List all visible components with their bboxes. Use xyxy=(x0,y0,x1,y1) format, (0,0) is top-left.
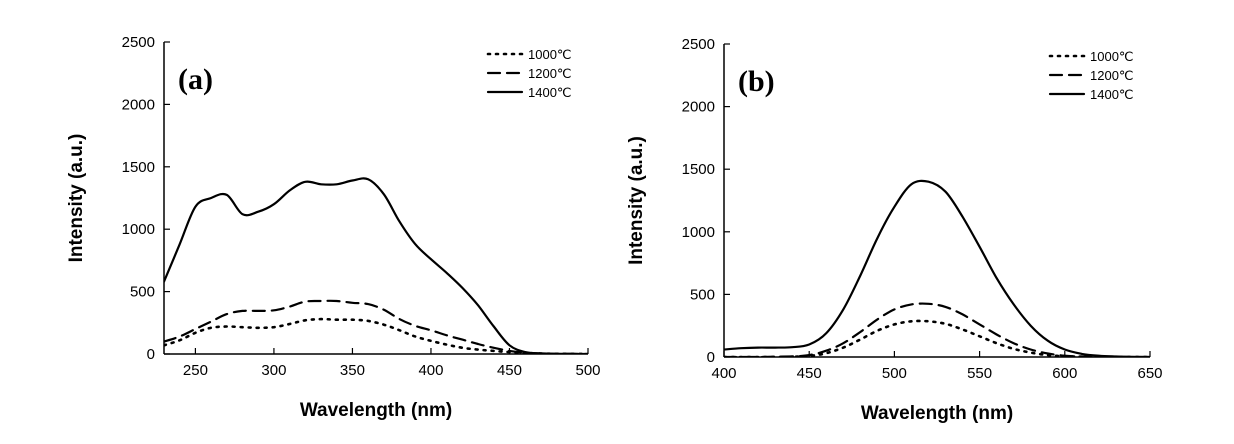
x-tick-label: 400 xyxy=(418,362,443,379)
x-tick-label: 650 xyxy=(1137,365,1162,382)
series-line-1 xyxy=(164,317,588,354)
x-tick-label: 550 xyxy=(967,365,992,382)
legend-label-3: 1400℃ xyxy=(1090,87,1134,102)
series-line-3 xyxy=(164,177,588,354)
series-group xyxy=(724,179,1150,357)
x-tick-label: 300 xyxy=(261,362,286,379)
y-tick-label: 0 xyxy=(147,346,155,363)
y-axis-title: Intensity (a.u.) xyxy=(626,136,647,265)
y-tick-label: 2500 xyxy=(122,34,155,51)
y-tick-label: 500 xyxy=(690,286,715,303)
legend: 1000℃ 1200℃ 1400℃ xyxy=(486,47,572,100)
legend-label-1: 1000℃ xyxy=(528,47,572,62)
x-axis-title: Wavelength (nm) xyxy=(300,400,452,421)
x-tick-label: 500 xyxy=(575,362,600,379)
series-line-2 xyxy=(164,299,588,354)
x-tick-label: 500 xyxy=(882,365,907,382)
legend-label-1: 1000℃ xyxy=(1090,49,1134,64)
legend: 1000℃ 1200℃ 1400℃ xyxy=(1048,49,1134,102)
series-group xyxy=(164,177,588,354)
y-tick-label: 2000 xyxy=(682,99,715,116)
legend-label-2: 1200℃ xyxy=(1090,68,1134,83)
y-tick-label: 2000 xyxy=(122,96,155,113)
legend-label-2: 1200℃ xyxy=(528,66,572,81)
panel-label: (a) xyxy=(178,63,213,96)
panel-label: (b) xyxy=(738,65,775,98)
y-tick-label: 500 xyxy=(130,284,155,301)
y-axis-title: Intensity (a.u.) xyxy=(66,134,87,263)
y-tick-label: 1000 xyxy=(682,224,715,241)
y-tick-label: 1000 xyxy=(122,221,155,238)
y-tick-label: 1500 xyxy=(122,159,155,176)
x-tick-label: 250 xyxy=(183,362,208,379)
x-axis-title: Wavelength (nm) xyxy=(861,403,1013,424)
x-tick-label: 600 xyxy=(1052,365,1077,382)
series-line-3 xyxy=(724,179,1150,357)
y-tick-label: 1500 xyxy=(682,161,715,178)
y-tick-label: 0 xyxy=(707,349,715,366)
x-tick-label: 450 xyxy=(797,365,822,382)
x-tick-label: 400 xyxy=(711,365,736,382)
series-line-1 xyxy=(724,319,1150,357)
x-tick-label: 350 xyxy=(340,362,365,379)
x-tick-label: 450 xyxy=(497,362,522,379)
y-tick-label: 2500 xyxy=(682,36,715,53)
legend-label-3: 1400℃ xyxy=(528,85,572,100)
chart-panel-b: 400 450 500 550 600 650 0 500 1000 1500 2000 2500 Wa… xyxy=(626,36,1163,424)
chart-panel-a: 250 300 350 400 450 500 0 500 1000 1500 2000 2500 Wa… xyxy=(66,34,601,421)
series-line-2 xyxy=(724,302,1150,357)
